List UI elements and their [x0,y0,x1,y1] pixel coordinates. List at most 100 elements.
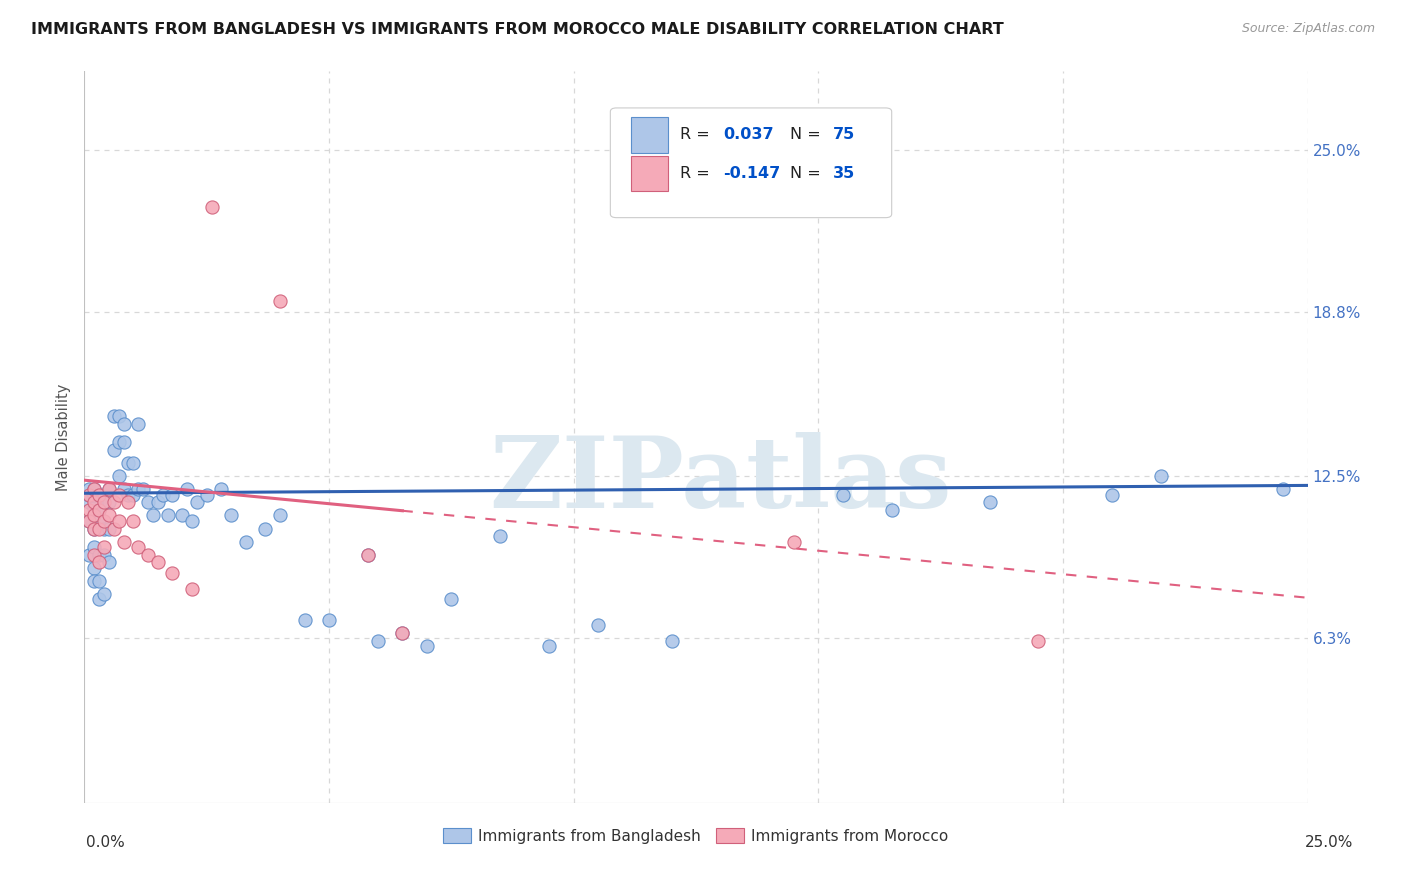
Point [103,521,125,535]
Text: 25.0%: 25.0% [1305,836,1353,850]
Point [254,521,277,535]
Point [132,483,155,497]
Point [83,521,105,535]
Point [107,409,129,424]
Point [93,487,115,501]
Point [200,200,222,214]
Point [269,294,291,309]
Point [156,508,179,523]
Text: 75: 75 [832,128,855,143]
Point [489,529,512,543]
Point [87,574,110,588]
Point [186,495,208,509]
Point [318,613,340,627]
Text: R =: R = [681,128,714,143]
Point [93,548,115,562]
Point [136,548,159,562]
Point [93,514,115,528]
Text: 0.037: 0.037 [723,128,773,143]
Point [142,508,165,523]
Point [103,443,125,458]
Point [83,500,105,515]
Point [1272,483,1295,497]
Text: -0.147: -0.147 [723,166,780,181]
Point [77,503,100,517]
Point [122,487,145,501]
Text: 0.0%: 0.0% [86,836,125,850]
Point [122,456,145,470]
Point [87,503,110,517]
Point [112,534,135,549]
Point [122,514,145,528]
Point [294,613,316,627]
Legend: Immigrants from Bangladesh, Immigrants from Morocco: Immigrants from Bangladesh, Immigrants f… [437,822,955,850]
Point [83,548,105,562]
Point [87,487,110,501]
Point [93,540,115,554]
Point [181,582,204,596]
Point [127,417,149,431]
Point [103,409,125,424]
Point [107,487,129,501]
Point [83,487,105,501]
Point [176,483,198,497]
Point [83,521,105,535]
Point [162,487,184,501]
Point [83,540,105,554]
Text: IMMIGRANTS FROM BANGLADESH VS IMMIGRANTS FROM MOROCCO MALE DISABILITY CORRELATIO: IMMIGRANTS FROM BANGLADESH VS IMMIGRANTS… [31,22,1004,37]
Point [112,483,135,497]
Point [83,508,105,523]
Point [77,487,100,501]
Point [77,514,100,528]
Point [880,503,903,517]
Point [97,495,120,509]
Point [97,508,120,523]
Point [136,495,159,509]
Point [162,566,184,580]
FancyBboxPatch shape [631,118,668,153]
Point [117,456,139,470]
Point [77,487,100,501]
Point [103,495,125,509]
Point [87,592,110,607]
Point [1101,487,1123,501]
Point [831,487,853,501]
Point [87,548,110,562]
Point [357,548,380,562]
Point [97,483,120,497]
Point [93,495,115,509]
Text: ZIPatlas: ZIPatlas [489,433,952,530]
Point [83,495,105,509]
Point [93,495,115,509]
FancyBboxPatch shape [631,156,668,191]
Point [195,487,218,501]
Point [77,495,100,509]
Point [367,633,389,648]
Text: Source: ZipAtlas.com: Source: ZipAtlas.com [1241,22,1375,36]
Point [93,521,115,535]
Point [87,487,110,501]
Text: N =: N = [790,128,827,143]
Point [586,618,609,632]
Point [77,514,100,528]
Text: N =: N = [790,166,827,181]
Point [269,508,291,523]
Point [391,626,413,640]
Point [416,639,439,653]
Point [538,639,561,653]
Point [1028,633,1050,648]
Point [83,560,105,574]
Point [97,521,120,535]
Point [117,487,139,501]
Point [83,483,105,497]
Point [209,483,232,497]
Text: R =: R = [681,166,714,181]
Point [107,435,129,450]
Point [783,534,806,549]
Point [112,435,135,450]
Point [87,521,110,535]
Point [172,508,194,523]
Point [146,556,169,570]
Point [83,483,105,497]
Point [97,556,120,570]
